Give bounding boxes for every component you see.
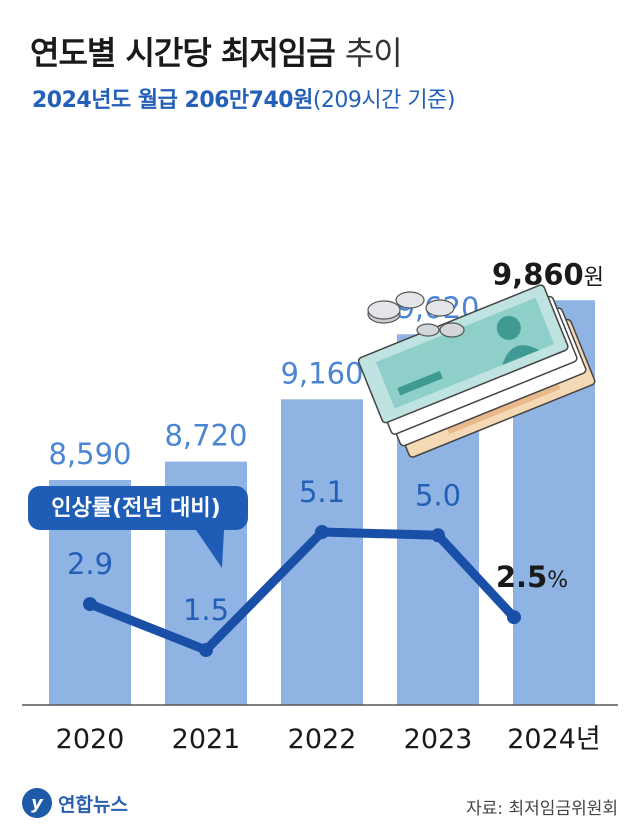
bar-value-label: 8,590 — [48, 437, 131, 471]
series-badge-label: 인상률(전년 대비) — [51, 496, 220, 521]
x-tick-label: 2020 — [56, 724, 125, 755]
bar-unit-label: 원 — [584, 265, 604, 290]
growth-rate-point — [431, 528, 445, 543]
series-badge: 인상률(전년 대비) — [28, 486, 248, 568]
growth-rate-unit: % — [547, 568, 568, 593]
bar-value-label: 9,860원 — [492, 257, 604, 291]
x-tick-label: 2022 — [288, 724, 357, 755]
growth-rate-point — [315, 525, 329, 539]
x-axis-layer: 2020 2021 2022 2023 2024년 — [22, 704, 618, 755]
subtitle-main: 2024년도 월급 206만740원 — [32, 88, 313, 113]
chart-subtitle: 2024년도 월급 206만740원(209시간 기준) — [32, 82, 455, 114]
bar-2022 — [281, 399, 363, 705]
title-light: 추이 — [344, 34, 403, 72]
money-illustration — [357, 284, 596, 458]
logo-text: 연합뉴스 — [58, 793, 128, 816]
growth-rate-point — [507, 610, 521, 625]
growth-rate-label: 5.1 — [299, 475, 345, 509]
title-main: 연도별 시간당 최저임금 — [30, 34, 336, 72]
bar-value-label: 8,720 — [164, 419, 247, 453]
line-layer: 2.91.55.1 5.02.5% — [67, 475, 568, 657]
x-tick-label: 2024년 — [507, 724, 601, 755]
x-tick-label: 2023 — [404, 724, 473, 755]
x-tick-label: 2021 — [172, 724, 241, 755]
growth-rate-label: 5.0 — [415, 478, 461, 512]
source-note: 자료: 최저임금위원회 — [466, 799, 618, 819]
chart-title: 연도별 시간당 최저임금 추이 — [30, 28, 403, 74]
growth-rate-point — [83, 597, 97, 612]
subtitle-light: (209시간 기준) — [312, 88, 456, 113]
logo-mark-icon: y — [22, 788, 52, 818]
yonhap-logo: y 연합뉴스 — [22, 788, 128, 818]
bar-value-label: 9,160 — [280, 356, 363, 390]
growth-rate-label: 1.5 — [183, 593, 229, 627]
growth-rate-point — [199, 643, 213, 657]
growth-rate-label: 2.9 — [67, 547, 113, 581]
